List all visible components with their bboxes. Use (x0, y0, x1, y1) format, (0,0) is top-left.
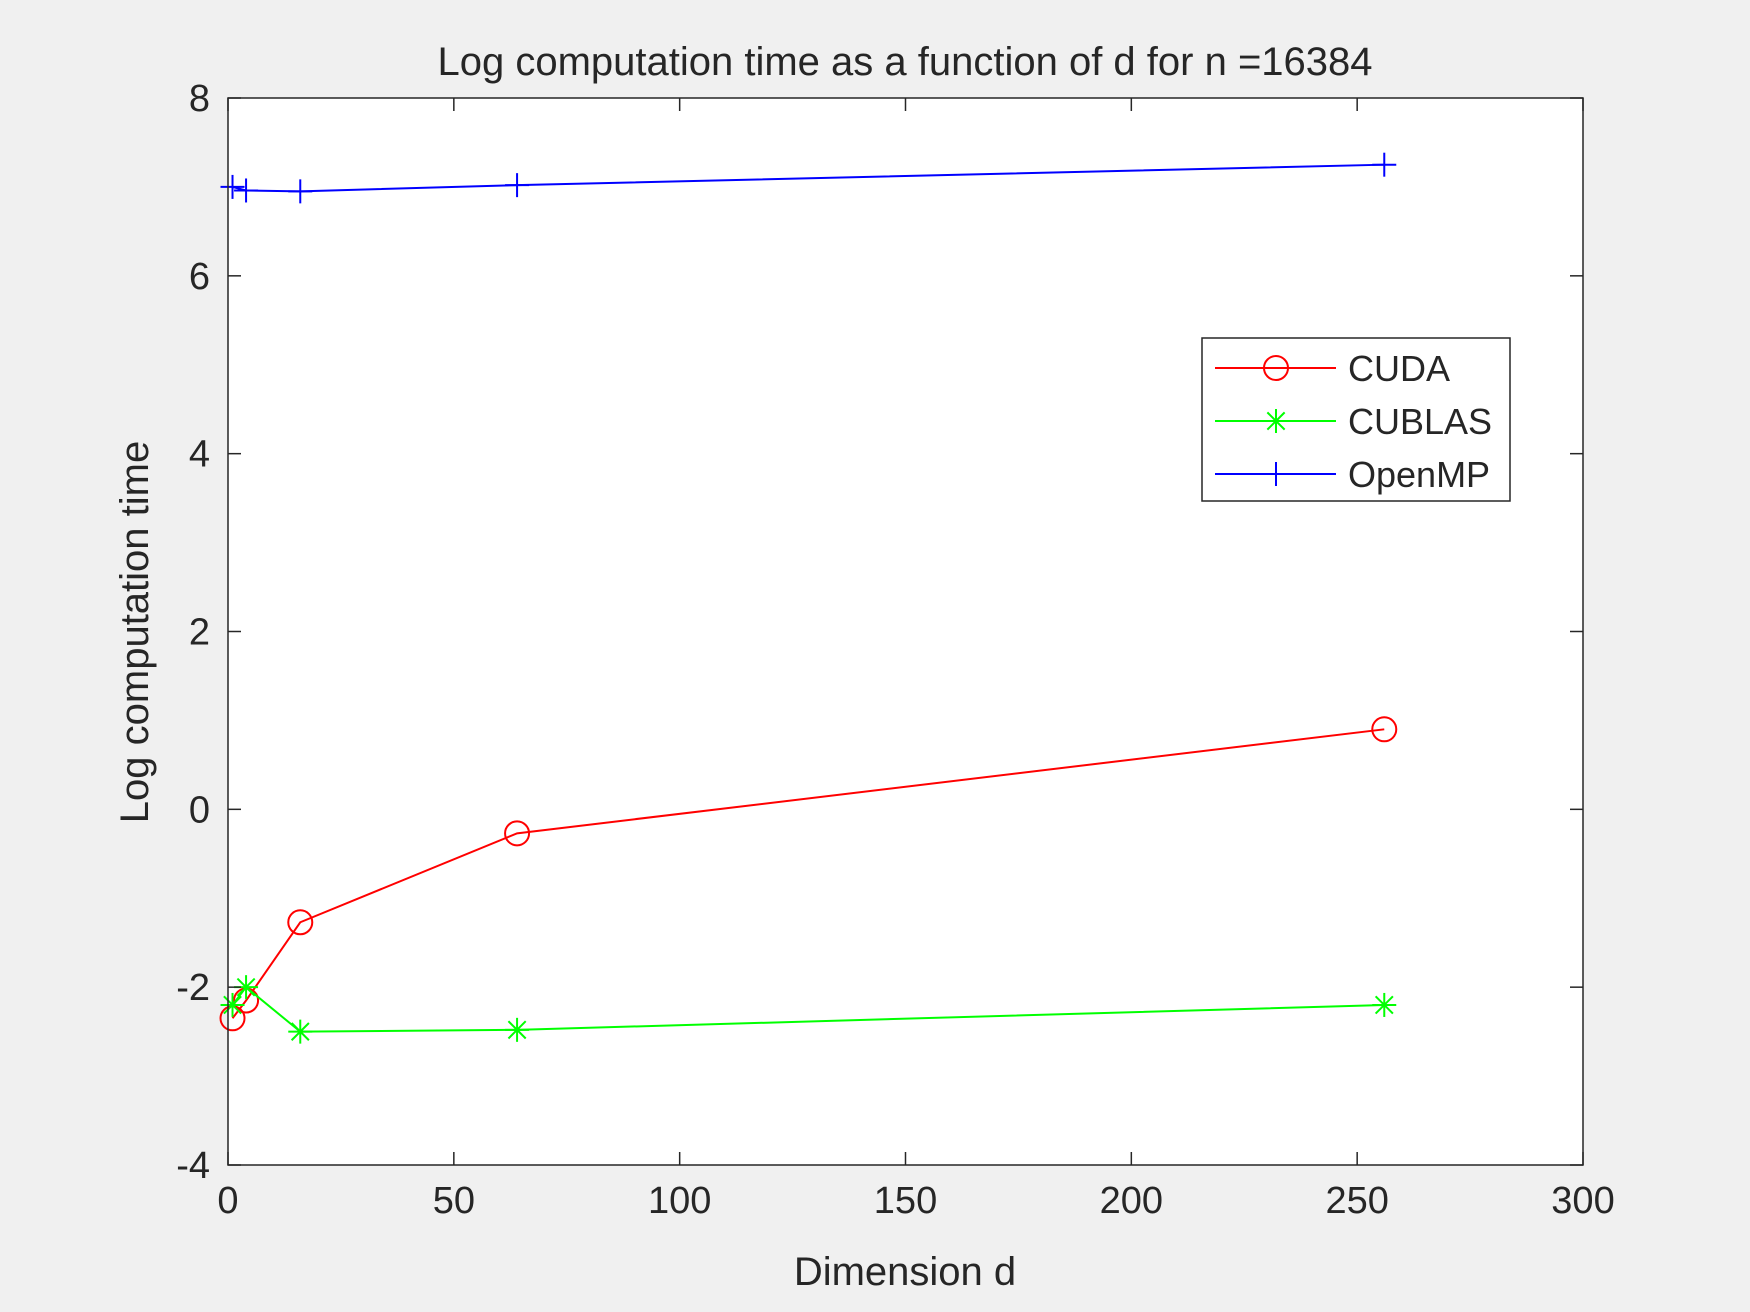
legend-entry-cuda: CUDA (1215, 348, 1450, 389)
series-openmp (220, 152, 1397, 204)
y-tick-label: 6 (189, 256, 210, 298)
y-tick-label: -4 (176, 1145, 210, 1187)
data-point (287, 909, 314, 936)
legend-entry-openmp: OpenMP (1215, 454, 1490, 495)
x-tick-label: 100 (648, 1180, 711, 1222)
legend-label: OpenMP (1348, 454, 1490, 495)
data-point (288, 179, 313, 204)
data-point (1372, 992, 1397, 1017)
legend-entries: CUDA CUBLAS OpenMP (1215, 348, 1492, 495)
data-point (1263, 355, 1289, 381)
data-point (234, 178, 259, 203)
data-point (220, 992, 245, 1017)
chart-title: Log computation time as a function of d … (437, 40, 1372, 84)
data-point (288, 1019, 313, 1044)
legend: CUDA CUBLAS OpenMP (1201, 337, 1511, 502)
legend-label: CUBLAS (1348, 401, 1492, 442)
data-point (1264, 462, 1288, 486)
data-point (1372, 152, 1397, 177)
y-tick-label: 8 (189, 78, 210, 120)
data-point (220, 174, 245, 199)
y-tick-label: 2 (189, 612, 210, 654)
y-tick-label: 4 (189, 434, 210, 476)
series-cublas (220, 975, 1397, 1044)
data-point (504, 820, 531, 847)
x-tick-label: 250 (1325, 1180, 1388, 1222)
series-layer (219, 152, 1398, 1044)
legend-entry-cublas: CUBLAS (1215, 401, 1492, 442)
data-point (1371, 716, 1398, 743)
data-point (505, 1017, 530, 1042)
y-tick-label: -2 (176, 967, 210, 1009)
series-cuda (219, 716, 1398, 1032)
series-line (231, 728, 1385, 1019)
x-tick-label: 150 (874, 1180, 937, 1222)
plot-area (228, 98, 1583, 1165)
legend-label: CUDA (1348, 348, 1450, 389)
x-tick-label: 50 (433, 1180, 475, 1222)
y-tick-label: 0 (189, 789, 210, 831)
x-tick-label: 300 (1551, 1180, 1614, 1222)
x-tick-label: 0 (217, 1180, 238, 1222)
data-point (505, 173, 530, 198)
x-axis-label: Dimension d (794, 1250, 1016, 1294)
ticks-layer: 0 50 100 150 200 250 300 -4 -2 0 2 4 6 8 (176, 78, 1615, 1222)
y-axis-label: Log computation time (113, 441, 157, 823)
x-tick-label: 200 (1100, 1180, 1163, 1222)
data-point (1264, 409, 1288, 433)
